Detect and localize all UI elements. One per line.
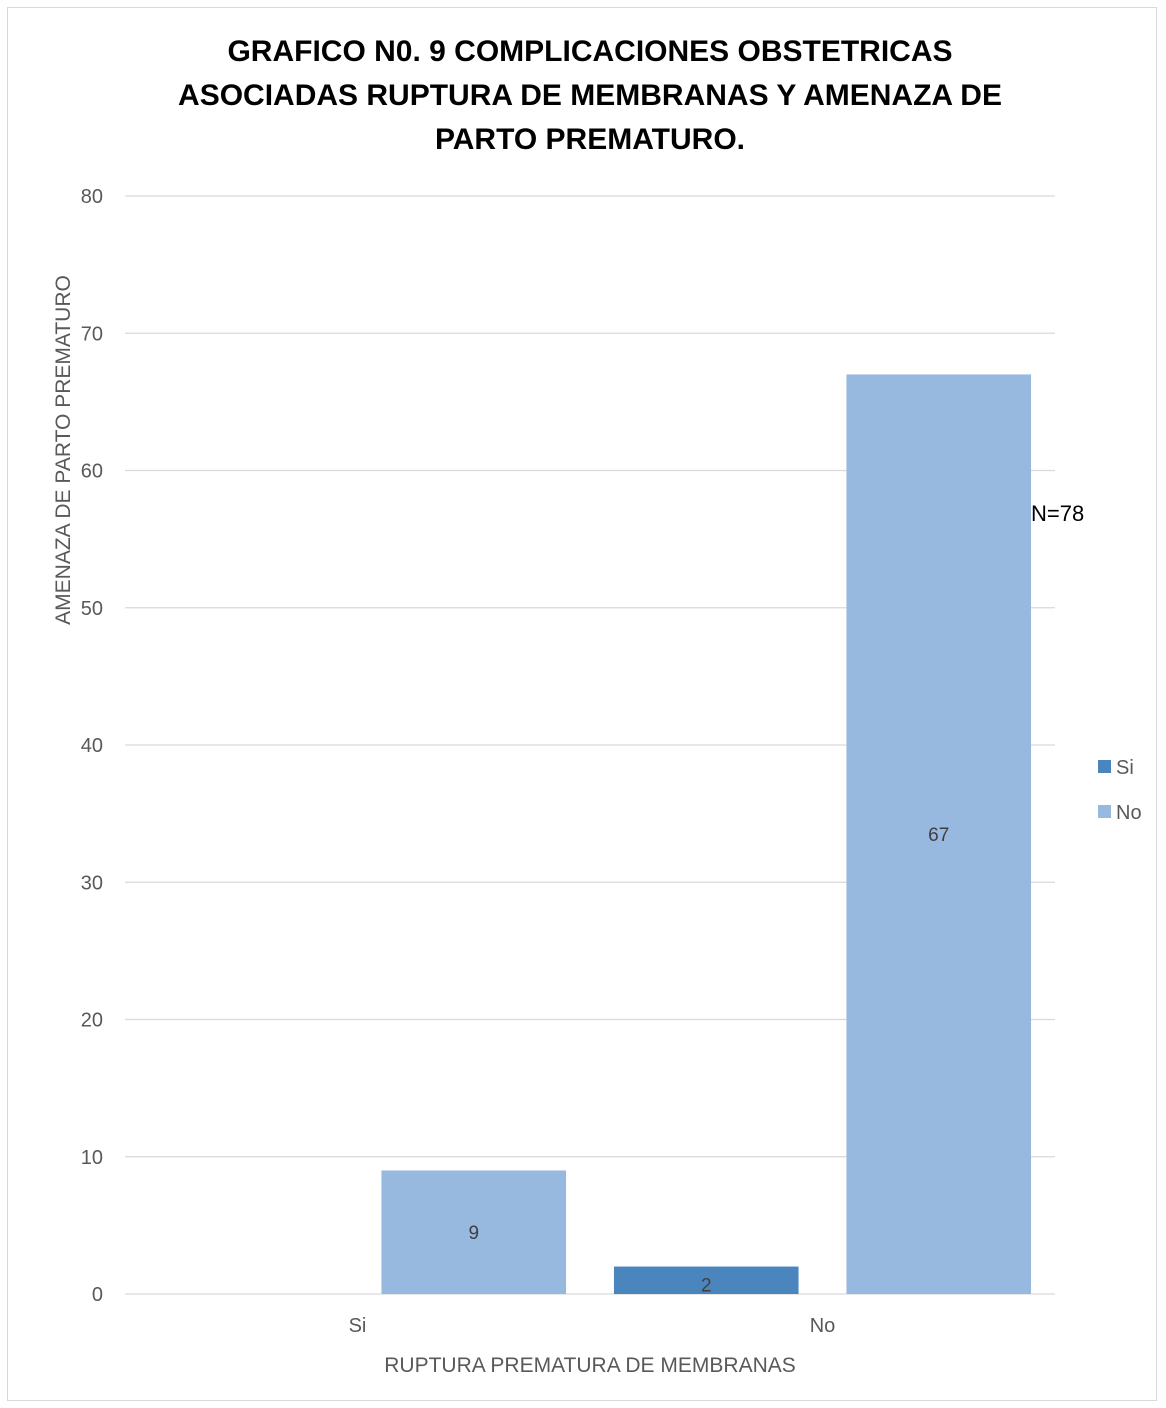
- data-label: 2: [701, 1275, 712, 1296]
- bars: [381, 374, 1032, 1294]
- legend-swatch: [1098, 760, 1111, 773]
- y-axis-ticks: 0 10 20 30 40 50 60 70 80: [81, 186, 103, 1306]
- y-tick-label: 20: [81, 1010, 103, 1032]
- y-tick-label: 70: [81, 323, 103, 345]
- x-tick-label: Si: [349, 1315, 367, 1337]
- y-axis-label: AMENAZA DE PARTO PREMATURO: [52, 275, 75, 625]
- bar: [846, 374, 1032, 1294]
- bar: [381, 1170, 567, 1294]
- x-tick-label: No: [810, 1315, 836, 1337]
- x-axis-label: RUPTURA PREMATURA DE MEMBRANAS: [384, 1354, 796, 1377]
- data-label: 9: [468, 1223, 479, 1244]
- chart-title-line-3: PARTO PREMATURO.: [434, 123, 745, 156]
- chart-title-line-1: GRAFICO N0. 9 COMPLICACIONES OBSTETRICAS: [227, 35, 953, 68]
- data-label: 67: [928, 825, 949, 846]
- bar: [613, 1266, 799, 1294]
- x-axis-ticks: Si No: [349, 1315, 836, 1337]
- y-tick-label: 0: [92, 1284, 103, 1306]
- y-tick-label: 40: [81, 735, 103, 757]
- data-labels: 9 2 67: [468, 825, 949, 1296]
- y-tick-label: 80: [81, 186, 103, 208]
- legend: Si No: [1098, 757, 1142, 824]
- y-tick-label: 30: [81, 872, 103, 894]
- legend-swatch: [1098, 805, 1111, 818]
- chart-title: GRAFICO N0. 9 COMPLICACIONES OBSTETRICAS…: [120, 30, 1060, 162]
- y-tick-label: 10: [81, 1147, 103, 1169]
- y-tick-label: 60: [81, 461, 103, 483]
- sample-size-annotation: N=78: [1031, 501, 1084, 526]
- y-tick-label: 50: [81, 598, 103, 620]
- chart-title-line-2: ASOCIADAS RUPTURA DE MEMBRANAS Y AMENAZA…: [178, 79, 1002, 112]
- legend-label: No: [1116, 802, 1142, 824]
- legend-label: Si: [1116, 757, 1134, 779]
